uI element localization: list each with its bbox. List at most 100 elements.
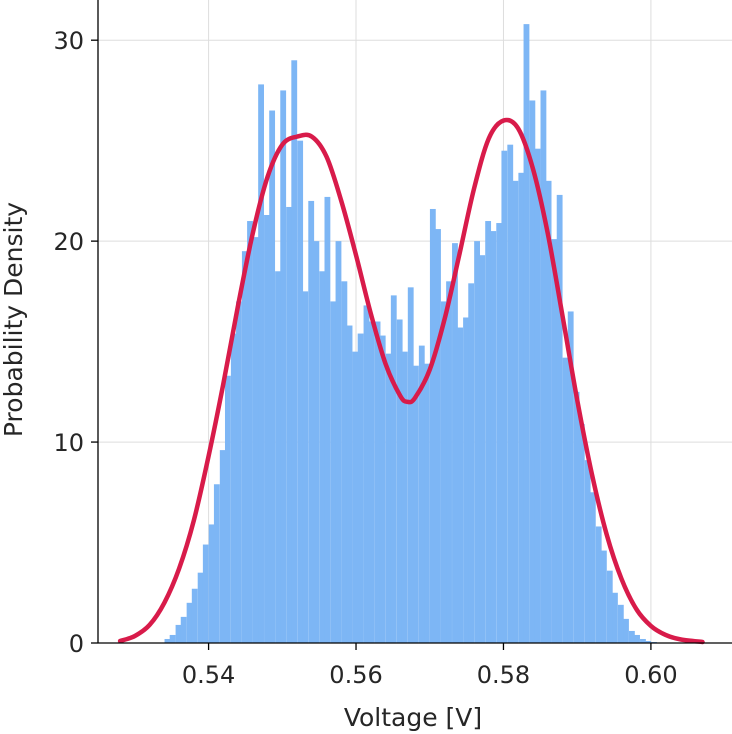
- x-tick-label: 0.60: [624, 661, 677, 689]
- histogram-bar: [313, 241, 320, 643]
- histogram-bar: [584, 460, 591, 643]
- histogram-bar: [352, 351, 359, 643]
- histogram-bar: [634, 634, 640, 643]
- histogram-bar: [286, 206, 293, 643]
- histogram-bar: [600, 550, 607, 643]
- histogram-bar: [518, 172, 525, 643]
- histogram-bar: [435, 229, 441, 643]
- histogram-bar: [169, 634, 176, 643]
- histogram-bar: [324, 196, 331, 643]
- histogram-bar: [612, 592, 618, 643]
- histogram-bar: [551, 239, 558, 643]
- histogram-bar: [407, 287, 414, 643]
- histogram-bar: [191, 588, 198, 643]
- histogram-bar: [330, 301, 337, 643]
- histogram-bar: [573, 391, 580, 643]
- histogram-bar: [346, 325, 353, 643]
- histogram-bar: [379, 335, 386, 643]
- histogram-bar: [429, 208, 436, 643]
- histogram-bar: [230, 333, 237, 643]
- histogram-bars: [164, 24, 657, 644]
- histogram-bar: [224, 375, 231, 643]
- histogram-bar: [297, 140, 304, 643]
- histogram-bar: [341, 281, 348, 643]
- histogram-bar: [396, 319, 403, 643]
- y-tick-label: 30: [53, 27, 84, 55]
- histogram-bar: [562, 357, 569, 643]
- histogram-bar: [357, 333, 364, 643]
- histogram-bar: [412, 365, 419, 643]
- histogram-bar: [479, 255, 486, 644]
- x-axis-label: Voltage [V]: [344, 703, 482, 732]
- histogram-bar: [258, 84, 264, 644]
- histogram-bar: [308, 200, 315, 643]
- x-tick-label: 0.58: [477, 661, 530, 689]
- histogram-bar: [623, 618, 629, 643]
- histogram-bar: [213, 484, 220, 643]
- histogram-bar: [186, 602, 193, 643]
- histogram-bar: [363, 305, 370, 643]
- histogram-bar: [452, 243, 458, 643]
- histogram-bar: [385, 353, 392, 643]
- histogram-bar: [368, 321, 375, 643]
- histogram-bar: [457, 327, 464, 643]
- histogram-bar: [440, 301, 447, 643]
- histogram-bar: [529, 100, 536, 643]
- histogram-bar: [606, 570, 613, 643]
- histogram-bar: [390, 295, 397, 643]
- histogram-bar: [595, 526, 602, 643]
- histogram-bar: [534, 148, 541, 643]
- histogram-bar: [640, 638, 646, 643]
- histogram-bar: [264, 215, 270, 644]
- density-curve: [117, 117, 705, 645]
- density-curve-group: [117, 117, 705, 645]
- y-tick-label: 0: [69, 630, 84, 658]
- x-tick-label: 0.54: [182, 661, 235, 689]
- histogram-bar: [418, 345, 425, 643]
- histogram-bar: [463, 317, 469, 643]
- histogram-bar: [628, 630, 635, 643]
- histogram-bar: [302, 291, 309, 643]
- histogram-bar: [319, 271, 326, 643]
- histogram-bar: [175, 624, 182, 643]
- x-tick-label: 0.56: [329, 661, 382, 689]
- histogram-bar: [512, 180, 519, 643]
- histogram-bar: [252, 237, 259, 643]
- histogram-bar: [164, 638, 171, 643]
- histogram-bar: [645, 640, 652, 643]
- histogram-bar: [219, 450, 226, 643]
- histogram-bar: [523, 24, 530, 644]
- tick-labels: 0.54 0.56 0.58 0.60 0 10 20 30: [53, 27, 677, 689]
- histogram-bar: [485, 221, 492, 643]
- histogram-bar: [589, 492, 596, 643]
- histogram-bar: [490, 231, 497, 643]
- histogram-bar: [507, 144, 514, 644]
- histogram-bar: [275, 271, 281, 643]
- histogram-bar: [236, 301, 242, 643]
- histogram-bar: [335, 241, 342, 643]
- histogram-bar: [474, 241, 480, 643]
- histogram-bar: [424, 363, 430, 643]
- histogram-bar: [269, 110, 276, 643]
- histogram-bar: [617, 604, 624, 643]
- histogram-bar: [291, 60, 298, 643]
- histogram-bar: [540, 90, 547, 643]
- histogram-bar: [197, 572, 204, 643]
- histogram-bar: [496, 223, 503, 643]
- y-tick-label: 10: [53, 429, 84, 457]
- histogram-bar: [374, 321, 381, 643]
- y-axis-label: Probability Density: [0, 202, 28, 437]
- histogram-bar: [241, 251, 248, 643]
- y-tick-label: 20: [53, 228, 84, 256]
- histogram-bar: [567, 311, 574, 643]
- histogram-bar: [247, 221, 253, 643]
- histogram-bar: [501, 150, 508, 643]
- histogram-bar: [578, 423, 585, 643]
- histogram-bar: [208, 524, 215, 643]
- histogram-bar: [545, 180, 552, 643]
- axes: [97, 0, 732, 644]
- histogram-bar: [446, 281, 452, 643]
- histogram-bar: [468, 283, 475, 643]
- histogram-bar: [280, 90, 287, 643]
